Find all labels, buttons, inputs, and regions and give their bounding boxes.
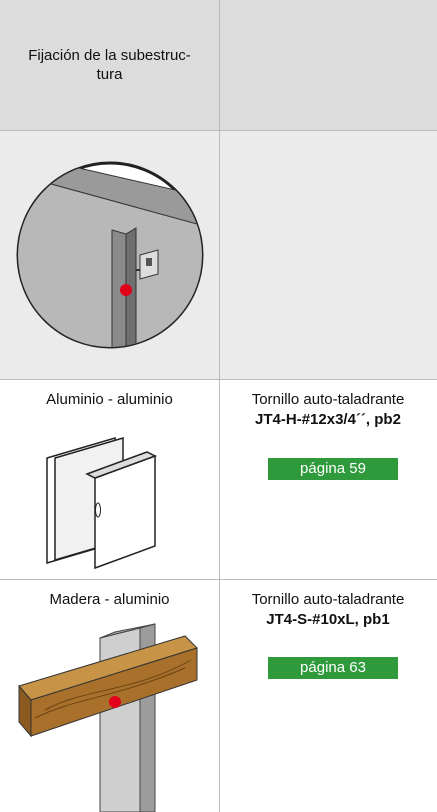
row-info: Tornillo auto-taladrante JT4-S-#10xL, pb… <box>219 580 437 812</box>
row-border <box>0 130 437 131</box>
header-line: tura <box>96 66 123 83</box>
row-info: Tornillo auto-taladrante JT4-H-#12x3/4´´… <box>219 380 437 580</box>
page-link[interactable]: página 59 <box>268 458 398 480</box>
description: Tornillo auto-taladrante <box>251 391 405 408</box>
column-divider <box>219 0 220 812</box>
header-title: Fijación de la subestruc- tura <box>0 46 219 84</box>
image-row <box>0 130 437 380</box>
table-row: Aluminio - aluminio Tornillo auto-taladr… <box>0 380 437 580</box>
row-label: Aluminio - aluminio <box>46 391 173 408</box>
description: Tornillo auto-taladrante <box>251 591 405 608</box>
aluminium-profiles <box>46 436 157 570</box>
header-row: Fijación de la subestruc- tura <box>0 0 437 130</box>
page-link[interactable]: página 63 <box>268 657 398 679</box>
detail-illustration <box>16 161 204 349</box>
product: JT4-H-#12x3/4´´, pb2 <box>255 411 401 428</box>
row-label: Madera - aluminio <box>49 591 170 608</box>
table-row: Madera - aluminio Tornillo auto-taladran… <box>0 580 437 812</box>
wood-aluminium <box>18 623 198 812</box>
product: JT4-S-#10xL, pb1 <box>266 611 390 628</box>
row-border <box>0 379 437 380</box>
header-line: Fijación de la subestruc- <box>28 47 191 64</box>
